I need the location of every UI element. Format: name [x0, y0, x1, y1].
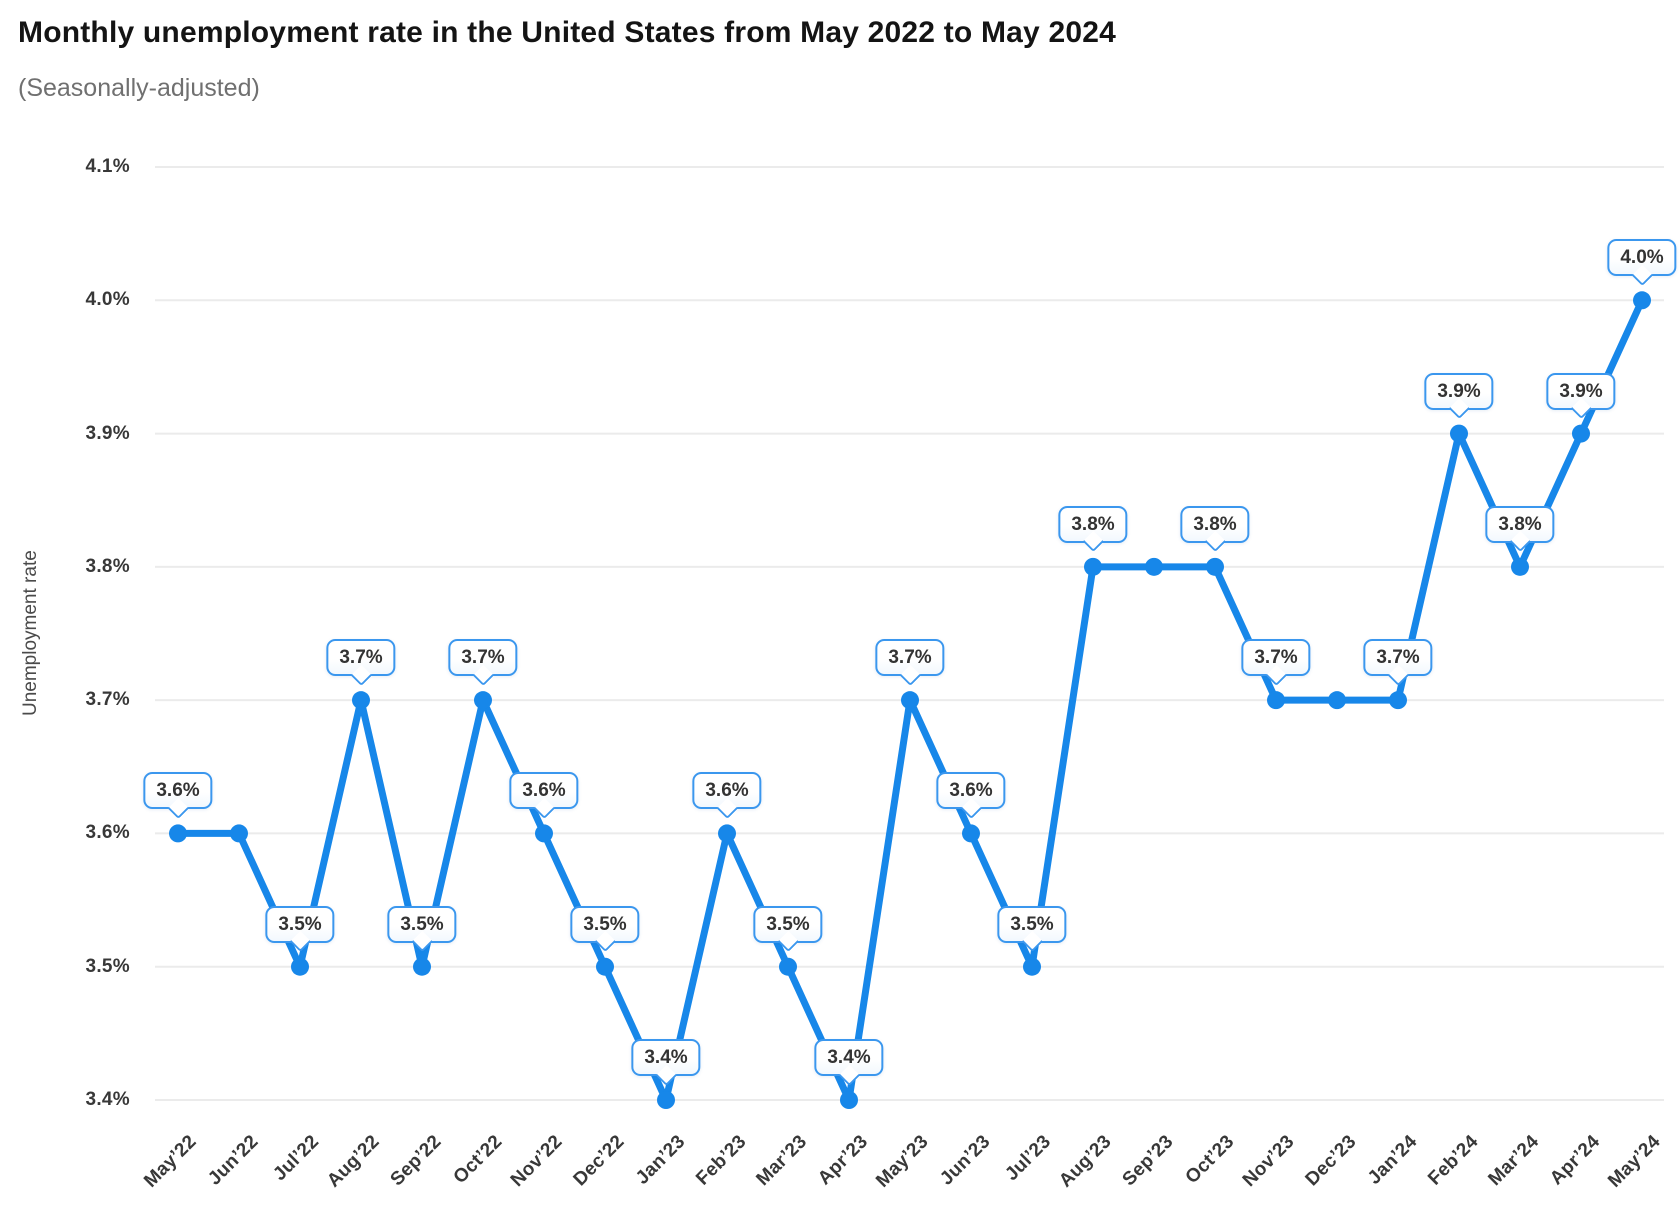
data-label-callout: 3.8% — [1058, 505, 1128, 553]
data-label-callout: 3.6% — [936, 772, 1006, 820]
data-point-marker[interactable] — [840, 1091, 858, 1109]
data-label-callout: 3.6% — [509, 772, 579, 820]
data-point-marker[interactable] — [1023, 957, 1041, 976]
data-point-marker[interactable] — [1328, 691, 1346, 710]
data-label-callout: 3.8% — [1180, 505, 1250, 553]
y-axis-tick-label: 3.8% — [85, 555, 130, 577]
data-label-callout: 3.5% — [570, 905, 640, 953]
data-point-marker[interactable] — [1206, 557, 1224, 576]
y-axis-tick-label: 3.5% — [85, 955, 130, 977]
data-label-callout: 3.7% — [875, 639, 945, 686]
data-point-marker[interactable] — [718, 824, 736, 843]
data-point-marker[interactable] — [596, 957, 614, 976]
data-label-callout: 3.7% — [326, 639, 396, 686]
y-axis-tick-label: 4.0% — [85, 289, 130, 311]
data-point-marker[interactable] — [779, 957, 797, 976]
data-label-callout: 3.7% — [1241, 639, 1311, 686]
data-point-marker[interactable] — [657, 1091, 675, 1109]
data-point-marker[interactable] — [962, 824, 980, 843]
data-point-marker[interactable] — [535, 824, 553, 843]
data-point-marker[interactable] — [901, 691, 919, 710]
data-label-callout: 3.9% — [1424, 372, 1494, 420]
data-point-marker[interactable] — [1633, 291, 1651, 310]
data-point-marker[interactable] — [474, 691, 492, 710]
y-axis-tick-label: 3.7% — [85, 689, 130, 711]
data-point-marker[interactable] — [1267, 691, 1285, 710]
data-label-callout: 3.8% — [1485, 505, 1555, 553]
data-point-marker[interactable] — [1084, 557, 1102, 576]
data-label-callout: 3.6% — [143, 772, 213, 820]
data-label-callout: 3.7% — [1363, 639, 1433, 686]
data-label-callout: 3.5% — [997, 905, 1067, 953]
data-label-callout: 3.7% — [448, 639, 518, 686]
data-label-callout: 3.5% — [265, 905, 335, 953]
y-axis-tick-label: 3.4% — [85, 1089, 130, 1110]
y-axis-tick-label: 3.9% — [85, 422, 130, 444]
data-point-marker[interactable] — [1450, 424, 1468, 443]
data-point-marker[interactable] — [1511, 557, 1529, 576]
data-point-marker[interactable] — [169, 824, 187, 843]
data-point-marker[interactable] — [291, 957, 309, 976]
chart-subtitle: (Seasonally-adjusted) — [18, 74, 260, 102]
data-point-marker[interactable] — [352, 691, 370, 710]
data-label-callout: 3.9% — [1546, 372, 1616, 420]
data-point-marker[interactable] — [230, 824, 248, 843]
data-label-callout: 3.5% — [387, 905, 457, 953]
data-point-marker[interactable] — [1389, 691, 1407, 710]
data-label-callout: 3.5% — [753, 905, 823, 953]
data-label-callout: 3.4% — [814, 1039, 884, 1086]
data-label-callout: 4.0% — [1607, 239, 1677, 286]
data-point-marker[interactable] — [1572, 424, 1590, 443]
data-label-callout: 3.6% — [692, 772, 762, 820]
data-point-marker[interactable] — [1145, 557, 1163, 576]
y-axis-tick-label: 4.1% — [85, 156, 130, 177]
chart-title: Monthly unemployment rate in the United … — [18, 16, 1116, 49]
data-point-marker[interactable] — [413, 957, 431, 976]
y-axis-tick-label: 3.6% — [85, 822, 130, 844]
data-label-callout: 3.4% — [631, 1039, 701, 1086]
